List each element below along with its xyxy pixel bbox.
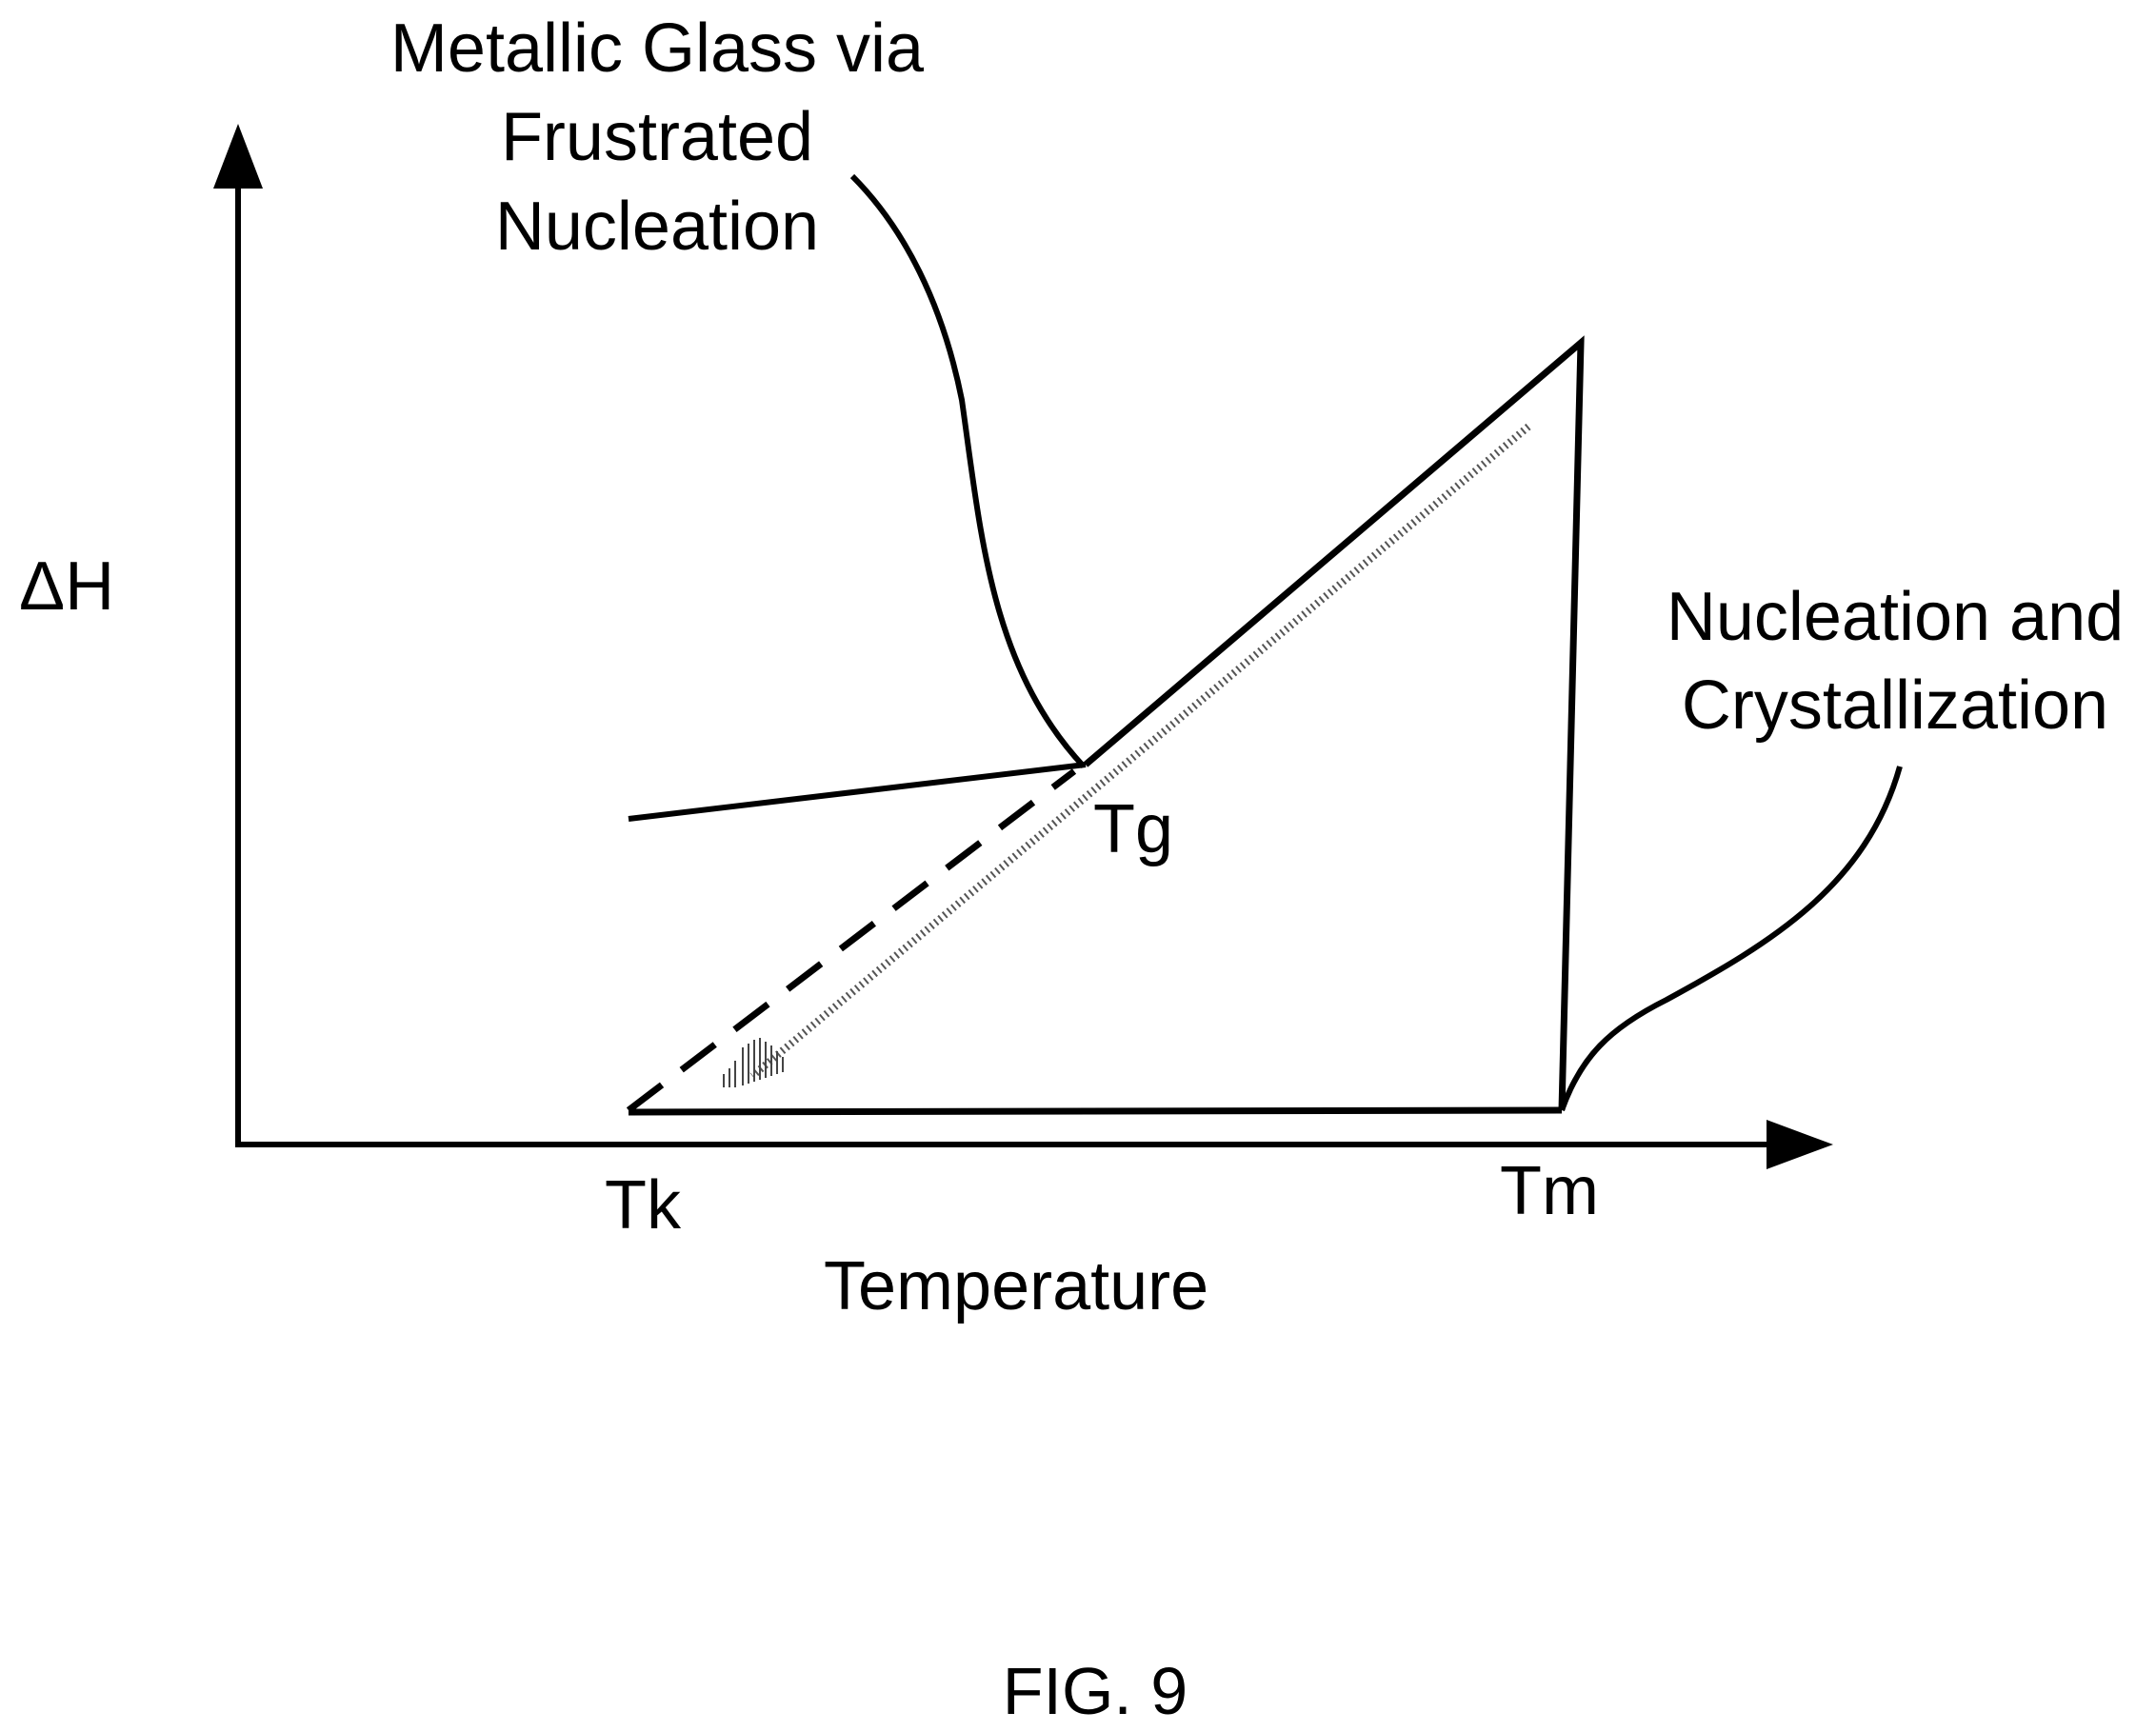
- crystallization-leader-curve: [1559, 766, 1903, 1112]
- glass-annotation-line-1: Metallic Glass via: [390, 10, 925, 87]
- y-axis-label: ΔH: [19, 548, 114, 625]
- glass-line: [628, 762, 1087, 822]
- glass-annotation-line-3: Nucleation: [495, 189, 819, 265]
- x-axis-label: Temperature: [824, 1248, 1208, 1324]
- x-axis-arrowhead: [1767, 1120, 1833, 1169]
- y-axis-arrowhead: [213, 124, 263, 189]
- liquid-cooling-line: [1083, 335, 1585, 1111]
- crystallization-annotation-line-1: Nucleation and: [1667, 579, 2124, 655]
- crystallization-annotation-line-2: Crystallization: [1682, 667, 2108, 744]
- tm-label: Tm: [1500, 1153, 1599, 1229]
- glass-annotation-line-2: Frustrated: [501, 99, 813, 175]
- hatched-arrow-tip: [723, 1038, 784, 1087]
- tk-label: Tk: [605, 1167, 682, 1244]
- crystal-baseline: [628, 1106, 1563, 1116]
- tg-label: Tg: [1093, 791, 1173, 867]
- dotted-extrapolation-line: [749, 423, 1531, 1080]
- figure-caption: FIG. 9: [1003, 1654, 1188, 1728]
- glass-leader-curve: [849, 173, 1087, 769]
- axes: [235, 181, 1771, 1147]
- dashed-ideal-glass-line: [626, 768, 1077, 1113]
